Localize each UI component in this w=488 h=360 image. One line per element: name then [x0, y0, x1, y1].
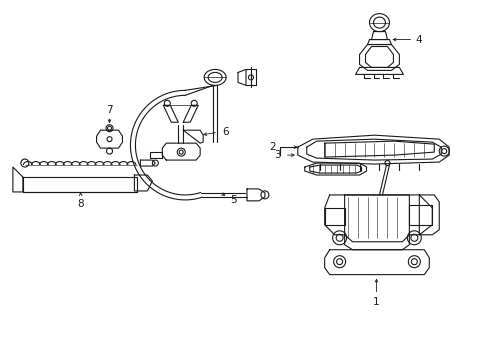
Text: 4: 4: [414, 35, 421, 45]
Text: 8: 8: [77, 199, 84, 209]
Text: 1: 1: [372, 297, 379, 306]
Text: 5: 5: [229, 195, 236, 205]
Text: 7: 7: [106, 105, 113, 115]
Text: 6: 6: [222, 127, 228, 137]
Text: 2: 2: [269, 142, 276, 152]
Text: 3: 3: [274, 150, 281, 160]
